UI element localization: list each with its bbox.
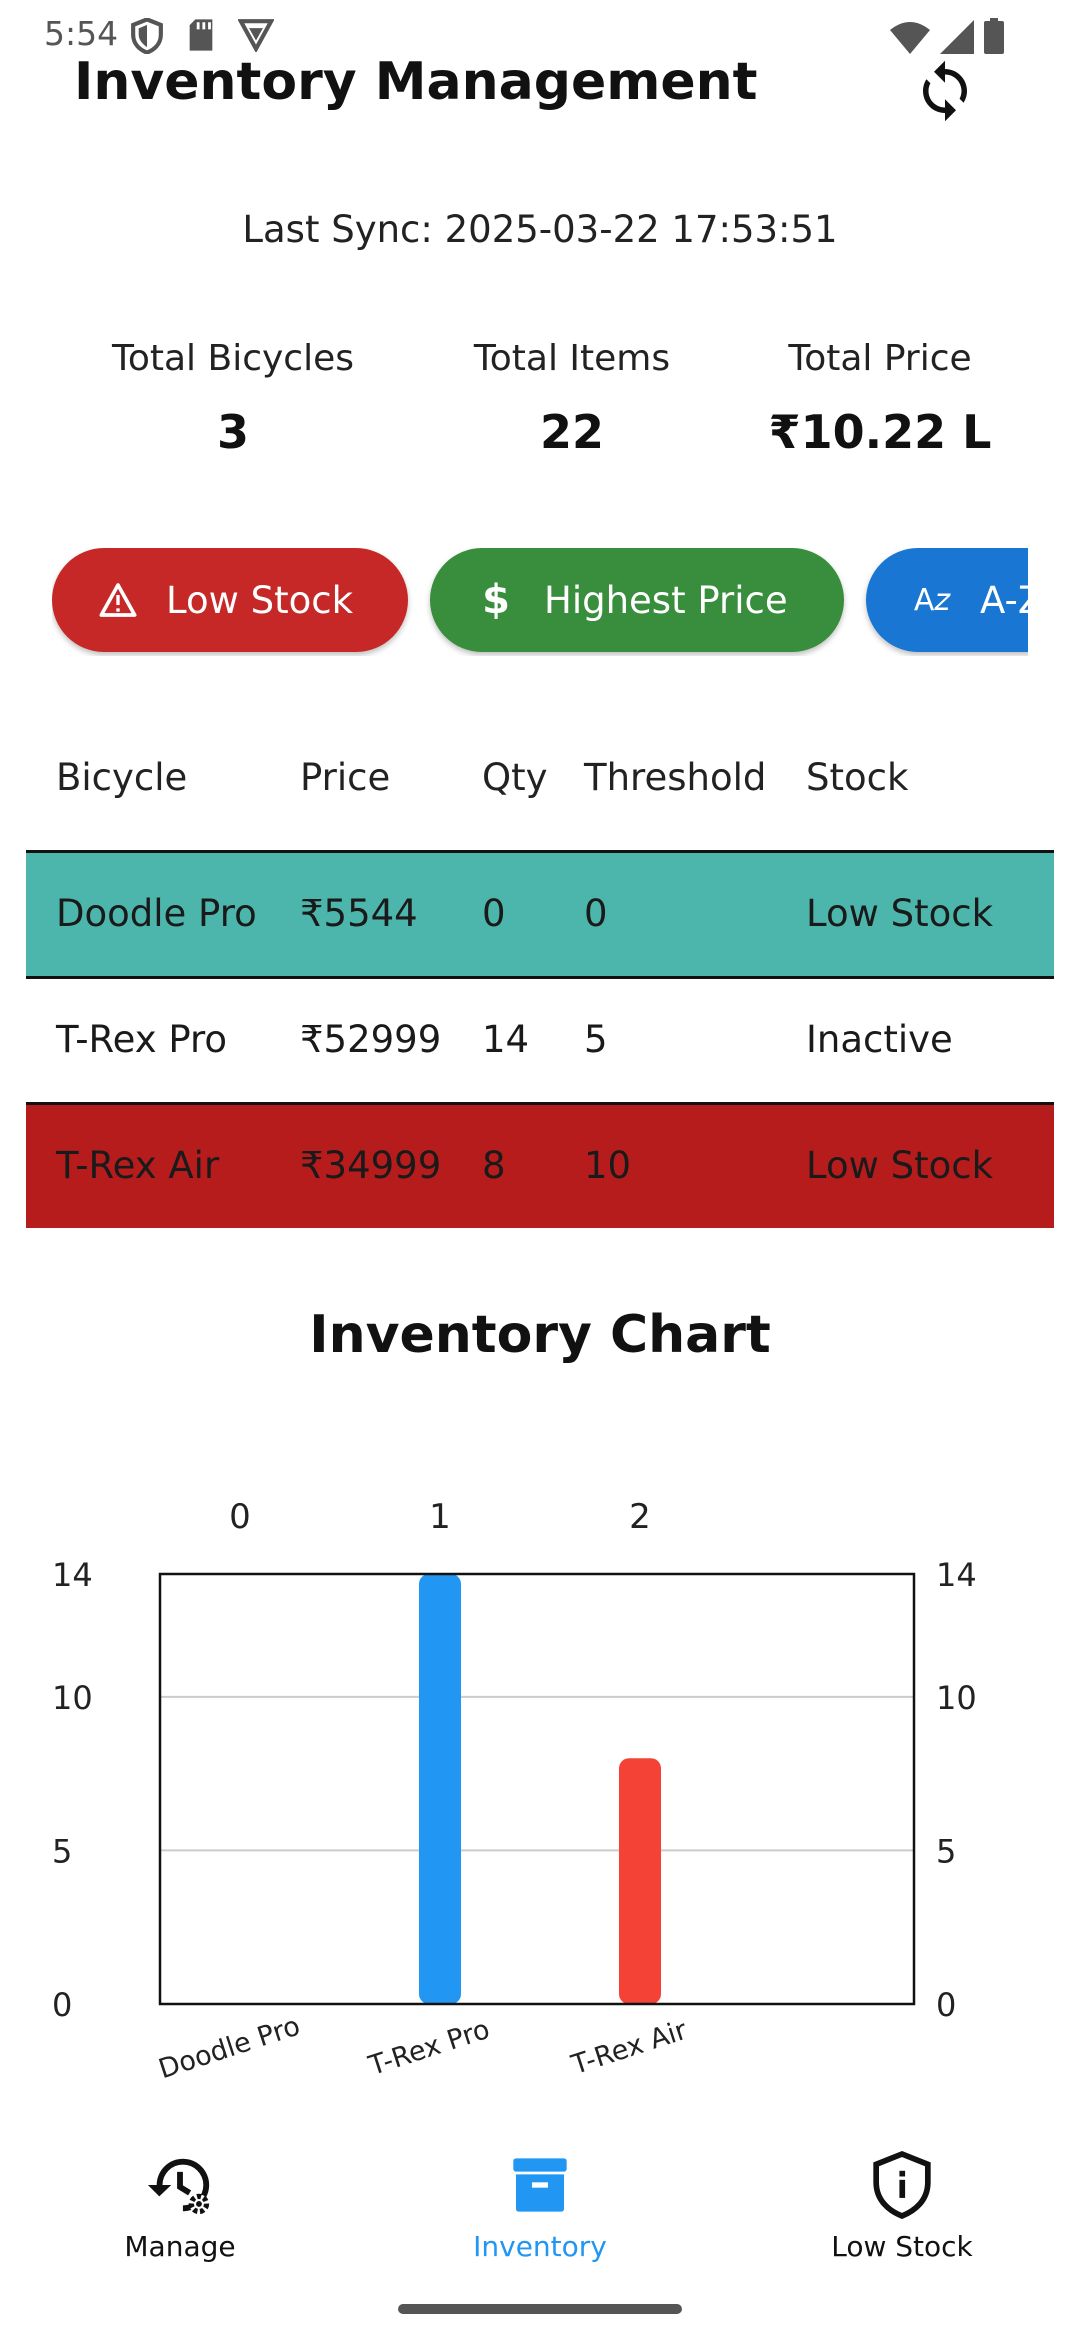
y-tick-label-left: 10 — [52, 1679, 93, 1717]
stat-value: 22 — [539, 405, 604, 459]
home-indicator[interactable] — [398, 2304, 682, 2314]
status-bar: 5:54 — [0, 0, 1080, 72]
y-tick-label-left: 0 — [52, 1986, 72, 2024]
nav-label: Inventory — [473, 2230, 607, 2263]
low-stock-filter-button[interactable]: Low Stock — [52, 548, 408, 652]
status-time: 5:54 — [44, 14, 119, 53]
sort-az-filter-button[interactable]: A𝘻 A-Z — [866, 548, 1028, 652]
stat-total-price: Total Price ₹10.22 L — [762, 338, 998, 459]
inventory-bar-chart: 0 0 5 5 10 10 14 14 0 1 2 Doodle Pro T-Rex Pro T-Rex … — [52, 1497, 977, 2086]
y-tick-label-right: 14 — [936, 1556, 977, 1594]
highest-price-filter-button[interactable]: $ Highest Price — [430, 548, 844, 652]
stat-total-bicycles: Total Bicycles 3 — [82, 338, 384, 459]
stat-value: 3 — [216, 405, 249, 459]
cell-threshold: 10 — [584, 1144, 632, 1187]
signal-icon — [940, 20, 974, 54]
y-tick-label-left: 14 — [52, 1556, 93, 1594]
column-header: Bicycle — [56, 756, 188, 799]
column-header: Price — [300, 756, 391, 799]
table-row[interactable]: T-Rex Pro ₹52999 14 5 Inactive — [26, 976, 1054, 1102]
nav-label: Low Stock — [831, 2230, 973, 2263]
status-icons-left — [130, 18, 274, 54]
cell-bicycle: T-Rex Air — [56, 1144, 220, 1187]
warning-icon — [96, 578, 140, 622]
history-settings-icon — [60, 2148, 300, 2222]
vpn-icon — [238, 19, 274, 52]
dollar-icon: $ — [482, 577, 510, 623]
shield-info-icon — [782, 2148, 1022, 2222]
bottom-navigation: Manage Inventory Low Stock — [0, 2130, 1080, 2280]
stat-label: Total Items — [473, 338, 671, 379]
stat-value: ₹10.22 L — [768, 405, 992, 459]
cell-qty: 0 — [482, 892, 506, 935]
filter-label: Highest Price — [544, 578, 788, 622]
table-row[interactable]: T-Rex Air ₹34999 8 10 Low Stock — [26, 1102, 1054, 1228]
column-header: Threshold — [584, 756, 767, 799]
cell-stock: Inactive — [806, 1018, 953, 1061]
cell-stock: Low Stock — [806, 892, 994, 935]
cell-threshold: 0 — [584, 892, 608, 935]
sync-button[interactable] — [912, 54, 978, 128]
stat-label: Total Price — [788, 338, 972, 379]
page-title: Inventory Management — [74, 52, 758, 112]
filter-label: Low Stock — [166, 578, 354, 622]
column-header: Stock — [806, 756, 909, 799]
y-tick-label-right: 5 — [936, 1832, 956, 1870]
cell-price: ₹5544 — [300, 892, 418, 935]
y-tick-label-right: 10 — [936, 1679, 977, 1717]
filter-chips: Low Stock $ Highest Price A𝘻 A-Z — [52, 548, 1028, 656]
column-header: Qty — [482, 756, 548, 799]
sort-az-icon: A𝘻 — [913, 582, 951, 618]
cell-qty: 14 — [482, 1018, 530, 1061]
top-tick-label: 0 — [229, 1497, 251, 1537]
stat-label: Total Bicycles — [111, 338, 354, 379]
nav-inventory[interactable]: Inventory — [420, 2148, 660, 2263]
last-sync-text: Last Sync: 2025-03-22 17:53:51 — [242, 208, 838, 251]
nav-manage[interactable]: Manage — [60, 2148, 300, 2263]
x-category-label: T-Rex Air — [567, 2014, 692, 2081]
stats-summary: Total Bicycles 3 Total Items 22 Total Pr… — [0, 338, 1080, 478]
nav-low-stock[interactable]: Low Stock — [782, 2148, 1022, 2263]
battery-icon — [984, 18, 1004, 54]
table-header: Bicycle Price Qty Threshold Stock — [26, 730, 1054, 850]
cell-price: ₹34999 — [300, 1144, 442, 1187]
chart-bar — [419, 1574, 461, 2004]
y-tick-label-left: 5 — [52, 1832, 72, 1870]
chart-title: Inventory Chart — [309, 1305, 771, 1365]
top-tick-label: 2 — [629, 1497, 651, 1537]
cell-stock: Low Stock — [806, 1144, 994, 1187]
cell-bicycle: Doodle Pro — [56, 892, 257, 935]
cell-price: ₹52999 — [300, 1018, 442, 1061]
nav-label: Manage — [124, 2230, 236, 2263]
cell-threshold: 5 — [584, 1018, 608, 1061]
status-icons-right — [890, 18, 1004, 54]
chart-bar — [619, 1758, 661, 2004]
x-category-label: Doodle Pro — [155, 2011, 304, 2086]
cell-qty: 8 — [482, 1144, 506, 1187]
sync-icon — [923, 60, 967, 122]
wifi-icon — [890, 22, 930, 54]
y-tick-label-right: 0 — [936, 1986, 956, 2024]
archive-box-icon — [420, 2148, 660, 2222]
cell-bicycle: T-Rex Pro — [56, 1018, 228, 1061]
sd-card-icon — [189, 19, 213, 51]
chart-frame — [158, 1572, 916, 2006]
inventory-table: Bicycle Price Qty Threshold Stock Doodle… — [26, 730, 1054, 1228]
filter-label: A-Z — [980, 578, 1028, 622]
shield-icon — [131, 18, 163, 54]
table-row[interactable]: Doodle Pro ₹5544 0 0 Low Stock — [26, 850, 1054, 976]
stat-total-items: Total Items 22 — [440, 338, 704, 459]
x-category-label: T-Rex Pro — [364, 2014, 493, 2082]
top-tick-label: 1 — [429, 1497, 451, 1537]
